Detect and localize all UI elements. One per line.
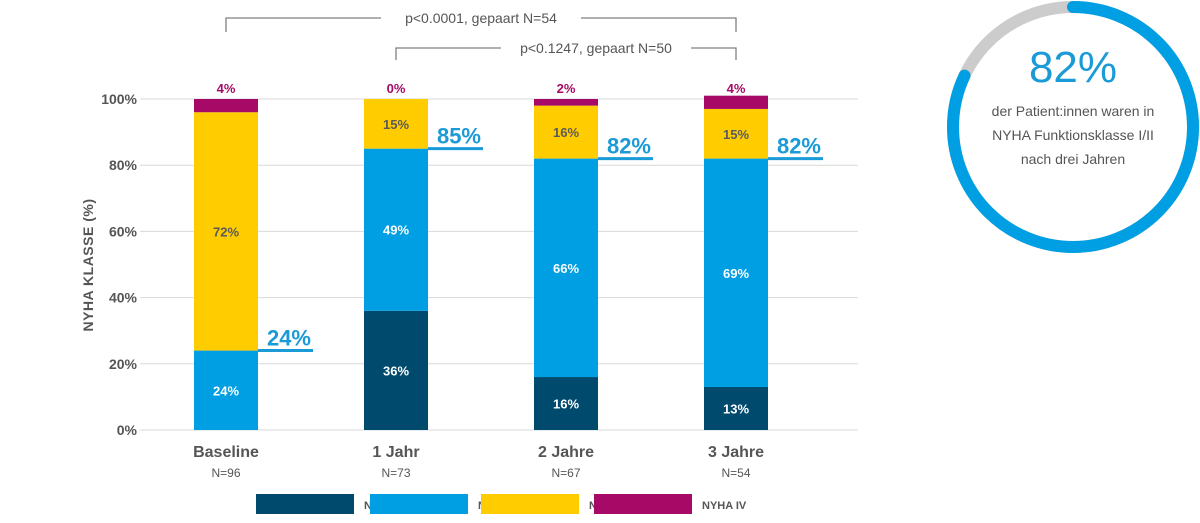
data-label: 13%: [723, 401, 749, 416]
summary-line-2: NYHA Funktionsklasse I/II: [992, 127, 1154, 143]
x-tick-label: 1 Jahr: [372, 444, 419, 461]
data-label: 15%: [383, 117, 409, 132]
y-tick-label: 100%: [101, 91, 137, 107]
cumulative-label: 82%: [607, 134, 651, 159]
x-tick-label: 3 Jahre: [708, 444, 764, 461]
comparison-bracket: [225, 17, 737, 32]
sample-size-label: N=54: [721, 466, 750, 480]
bar-segment: [534, 377, 598, 430]
bar-segment: [534, 105, 598, 159]
bar-segment: [534, 99, 598, 106]
comparison-bracket: [395, 47, 737, 60]
summary-line-3: nach drei Jahren: [1021, 151, 1125, 167]
data-label: 16%: [553, 397, 579, 412]
bar-segment: [704, 386, 768, 430]
nyha-stacked-bar-chart: 0% 20% 40% 60% 80% 100% NYHA KLASSE (%) 24% 72% 4…: [80, 10, 858, 514]
summary-line-1: der Patient:innen waren in: [992, 103, 1155, 119]
summary-ring: 82% der Patient:innen waren in NYHA Funk…: [947, 1, 1199, 253]
data-label: 4%: [727, 81, 746, 96]
data-label: 72%: [213, 224, 239, 239]
x-tick-label: Baseline: [193, 444, 259, 461]
cumulative-label: 85%: [437, 124, 481, 149]
legend-swatch: [481, 494, 579, 514]
comparison-label: p<0.1247, gepaart N=50: [520, 40, 672, 56]
sample-size-label: N=67: [551, 466, 580, 480]
data-label: 15%: [723, 127, 749, 142]
bar-segment: [704, 95, 768, 109]
y-tick-label: 40%: [109, 290, 138, 306]
sample-size-label: N=96: [211, 466, 240, 480]
legend-swatch: [594, 494, 692, 514]
data-label: 0%: [387, 81, 406, 96]
cumulative-label: 82%: [777, 134, 821, 159]
bar-segment: [534, 158, 598, 378]
legend-label: NYHA IV: [702, 500, 747, 512]
y-tick-label: 80%: [109, 157, 138, 173]
bar-segment: [194, 99, 258, 113]
cumulative-label: 24%: [267, 326, 311, 351]
ring-progress: [947, 1, 1199, 253]
data-label: 4%: [217, 81, 236, 96]
y-tick-label: 0%: [117, 422, 138, 438]
bar-segment: [364, 99, 428, 149]
bar-segment: [704, 108, 768, 159]
data-label: 66%: [553, 261, 579, 276]
data-label: 69%: [723, 266, 749, 281]
data-label: 49%: [383, 223, 409, 238]
bar-segment: [194, 112, 258, 351]
summary-value: 82%: [1029, 43, 1117, 92]
data-label: 24%: [213, 383, 239, 398]
bar-segment: [364, 310, 428, 430]
data-label: 2%: [557, 81, 576, 96]
x-tick-label: 2 Jahre: [538, 444, 594, 461]
bar-segment: [364, 148, 428, 311]
legend-swatch: [256, 494, 354, 514]
bar-segment: [194, 350, 258, 430]
y-tick-label: 20%: [109, 356, 138, 372]
legend-swatch: [370, 494, 468, 514]
comparison-label: p<0.0001, gepaart N=54: [405, 10, 557, 26]
y-axis-label: NYHA KLASSE (%): [80, 199, 96, 332]
bar-segment: [704, 158, 768, 387]
y-tick-label: 60%: [109, 223, 138, 239]
data-label: 16%: [553, 125, 579, 140]
sample-size-label: N=73: [381, 466, 410, 480]
data-label: 36%: [383, 363, 409, 378]
